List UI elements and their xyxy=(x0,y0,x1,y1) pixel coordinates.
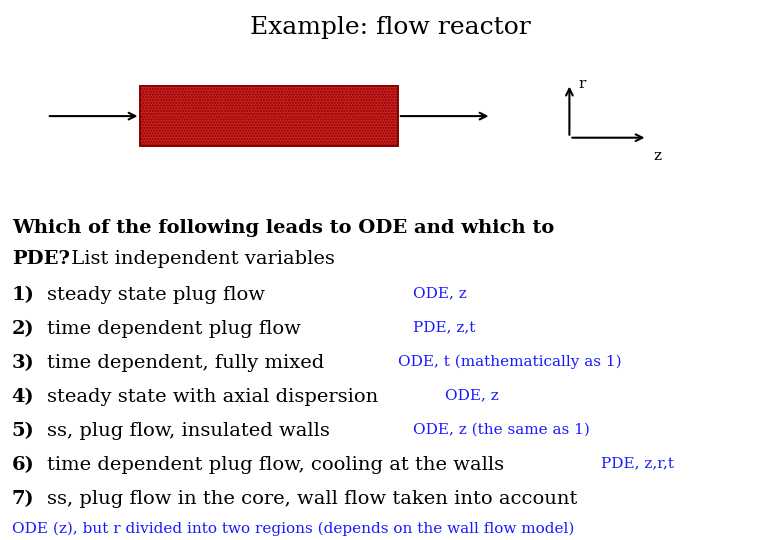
Text: 3): 3) xyxy=(12,354,34,372)
Text: 7): 7) xyxy=(12,490,34,508)
Text: Example: flow reactor: Example: flow reactor xyxy=(250,16,530,39)
Text: r: r xyxy=(579,77,586,91)
Text: PDE, z,t: PDE, z,t xyxy=(413,320,476,334)
Text: ODE, z: ODE, z xyxy=(413,286,467,300)
Text: z: z xyxy=(654,148,661,163)
Text: 1): 1) xyxy=(12,286,34,304)
Text: ODE, t (mathematically as 1): ODE, t (mathematically as 1) xyxy=(398,354,622,369)
Text: List independent variables: List independent variables xyxy=(65,250,335,268)
Text: time dependent, fully mixed: time dependent, fully mixed xyxy=(47,354,324,372)
Text: ss, plug flow in the core, wall flow taken into account: ss, plug flow in the core, wall flow tak… xyxy=(47,490,577,508)
Text: steady state with axial dispersion: steady state with axial dispersion xyxy=(47,388,378,406)
Text: 6): 6) xyxy=(12,456,34,474)
Text: ODE, z (the same as 1): ODE, z (the same as 1) xyxy=(413,422,590,436)
Text: 5): 5) xyxy=(12,422,34,440)
Text: ODE, z: ODE, z xyxy=(445,388,498,402)
Text: Which of the following leads to ODE and which to: Which of the following leads to ODE and … xyxy=(12,219,554,237)
Text: ss, plug flow, insulated walls: ss, plug flow, insulated walls xyxy=(47,422,330,440)
Text: 4): 4) xyxy=(12,388,34,406)
Text: PDE?: PDE? xyxy=(12,250,69,268)
Text: time dependent plug flow: time dependent plug flow xyxy=(47,320,300,338)
Text: PDE, z,r,t: PDE, z,r,t xyxy=(601,456,674,470)
Bar xyxy=(140,86,398,146)
Text: ODE (z), but r divided into two regions (depends on the wall flow model): ODE (z), but r divided into two regions … xyxy=(12,522,574,536)
Bar xyxy=(140,86,398,146)
Text: 2): 2) xyxy=(12,320,34,338)
Text: time dependent plug flow, cooling at the walls: time dependent plug flow, cooling at the… xyxy=(47,456,504,474)
Text: steady state plug flow: steady state plug flow xyxy=(47,286,264,304)
